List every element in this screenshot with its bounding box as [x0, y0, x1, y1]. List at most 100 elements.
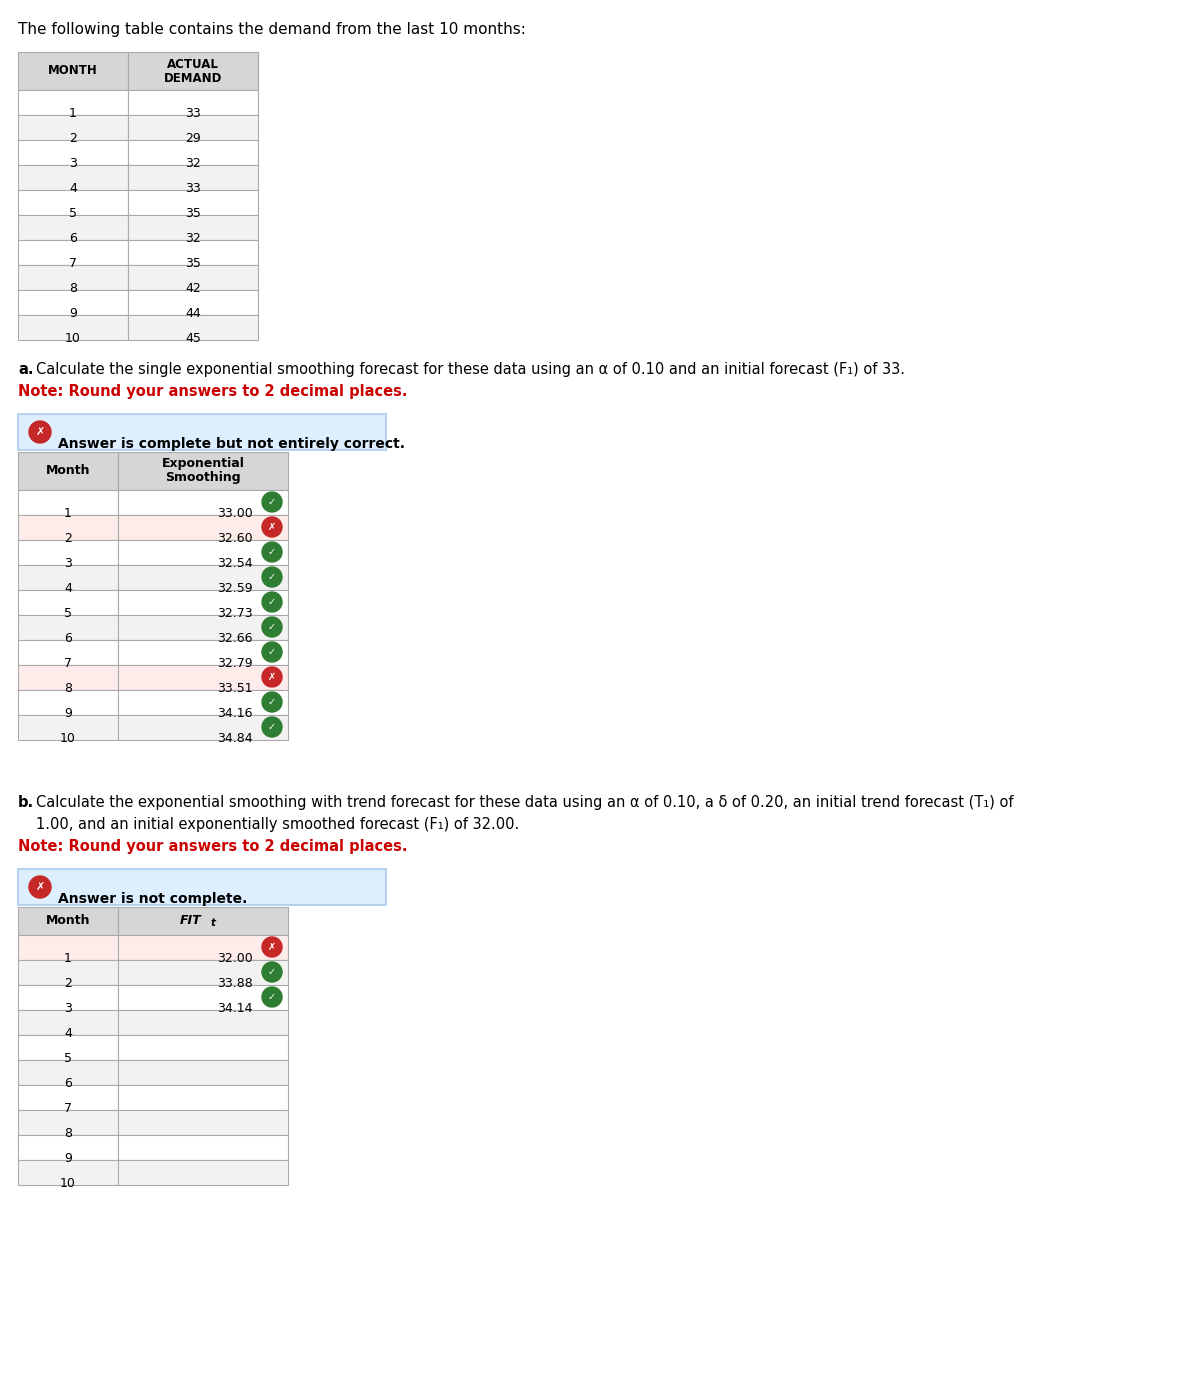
Text: 9: 9 — [64, 1152, 72, 1165]
Text: Note: Round your answers to 2 decimal places.: Note: Round your answers to 2 decimal pl… — [18, 840, 408, 853]
Text: ✓: ✓ — [268, 696, 276, 708]
Text: 6: 6 — [64, 1077, 72, 1090]
Text: 9: 9 — [70, 307, 77, 320]
Bar — [128, 51, 258, 90]
Bar — [18, 265, 128, 291]
Text: 1: 1 — [64, 952, 72, 965]
Text: Calculate the single exponential smoothing forecast for these data using an α of: Calculate the single exponential smoothi… — [36, 361, 905, 377]
Bar — [18, 564, 118, 589]
Text: Note: Round your answers to 2 decimal places.: Note: Round your answers to 2 decimal pl… — [18, 384, 408, 399]
Text: 1.00, and an initial exponentially smoothed forecast (F₁) of 32.00.: 1.00, and an initial exponentially smoot… — [36, 817, 520, 833]
Text: 3: 3 — [64, 557, 72, 570]
Bar — [118, 908, 288, 935]
Text: 35: 35 — [185, 207, 200, 220]
Bar — [18, 452, 118, 491]
Bar — [18, 240, 128, 265]
Text: Smoothing: Smoothing — [166, 471, 241, 484]
Text: 2: 2 — [64, 532, 72, 545]
Text: 7: 7 — [64, 1102, 72, 1115]
Bar — [18, 190, 128, 215]
Text: 9: 9 — [64, 708, 72, 720]
Bar — [18, 90, 128, 115]
Text: 33: 33 — [185, 107, 200, 120]
Bar — [118, 1036, 288, 1061]
Circle shape — [262, 617, 282, 637]
Bar — [118, 1111, 288, 1136]
Text: Month: Month — [46, 915, 90, 927]
Text: 6: 6 — [70, 232, 77, 245]
Bar — [18, 215, 128, 240]
Bar — [118, 1061, 288, 1086]
Bar — [18, 51, 128, 90]
Text: 42: 42 — [185, 282, 200, 295]
Bar — [118, 564, 288, 589]
Text: ✓: ✓ — [268, 596, 276, 607]
Bar — [128, 190, 258, 215]
Bar — [118, 614, 288, 639]
Text: ✓: ✓ — [268, 967, 276, 977]
Text: 33: 33 — [185, 182, 200, 195]
Bar — [18, 614, 118, 639]
Bar — [18, 1011, 118, 1036]
Text: Answer is complete but not entirely correct.: Answer is complete but not entirely corr… — [58, 436, 406, 450]
Text: 2: 2 — [70, 132, 77, 145]
Bar — [128, 265, 258, 291]
Bar — [118, 516, 288, 539]
Text: 44: 44 — [185, 307, 200, 320]
Text: 5: 5 — [64, 607, 72, 620]
Text: DEMAND: DEMAND — [164, 72, 222, 85]
Text: 3: 3 — [64, 1002, 72, 1015]
Bar — [118, 935, 288, 960]
Text: 32.60: 32.60 — [217, 532, 253, 545]
Text: t: t — [210, 917, 216, 929]
Text: 32.66: 32.66 — [217, 632, 253, 645]
Text: 4: 4 — [64, 582, 72, 595]
Bar — [18, 689, 118, 714]
Bar — [18, 1111, 118, 1136]
Bar — [118, 452, 288, 491]
Text: 4: 4 — [64, 1027, 72, 1040]
Bar — [118, 986, 288, 1011]
Bar — [18, 639, 118, 664]
Text: a.: a. — [18, 361, 34, 377]
Text: 32.00: 32.00 — [217, 952, 253, 965]
Bar — [118, 491, 288, 516]
Text: 45: 45 — [185, 332, 200, 345]
Bar — [118, 1011, 288, 1036]
Bar — [18, 664, 118, 689]
Bar — [18, 1036, 118, 1061]
Text: ✓: ✓ — [268, 498, 276, 507]
Bar — [118, 539, 288, 564]
Bar — [18, 491, 118, 516]
Text: b.: b. — [18, 795, 34, 810]
Bar — [118, 714, 288, 739]
Text: 34.16: 34.16 — [217, 708, 253, 720]
Bar — [18, 539, 118, 564]
Text: 34.14: 34.14 — [217, 1002, 253, 1015]
Bar — [118, 689, 288, 714]
Bar — [18, 1061, 118, 1086]
Bar — [118, 1136, 288, 1161]
Text: Calculate the exponential smoothing with trend forecast for these data using an : Calculate the exponential smoothing with… — [36, 795, 1014, 810]
Text: Month: Month — [46, 464, 90, 477]
Bar — [18, 908, 118, 935]
Bar — [18, 165, 128, 190]
Bar — [18, 516, 118, 539]
Text: 8: 8 — [70, 282, 77, 295]
Text: 2: 2 — [64, 977, 72, 990]
Text: 8: 8 — [64, 682, 72, 695]
Bar — [128, 215, 258, 240]
Text: 6: 6 — [64, 632, 72, 645]
Bar — [18, 714, 118, 739]
Text: 32: 32 — [185, 157, 200, 170]
Circle shape — [262, 592, 282, 612]
Text: 7: 7 — [64, 657, 72, 670]
Text: 8: 8 — [64, 1127, 72, 1140]
Text: 5: 5 — [64, 1052, 72, 1065]
Bar — [18, 140, 128, 165]
Text: ✓: ✓ — [268, 721, 276, 733]
Text: The following table contains the demand from the last 10 months:: The following table contains the demand … — [18, 22, 526, 38]
Bar — [128, 165, 258, 190]
Text: 10: 10 — [65, 332, 80, 345]
Bar — [18, 291, 128, 316]
